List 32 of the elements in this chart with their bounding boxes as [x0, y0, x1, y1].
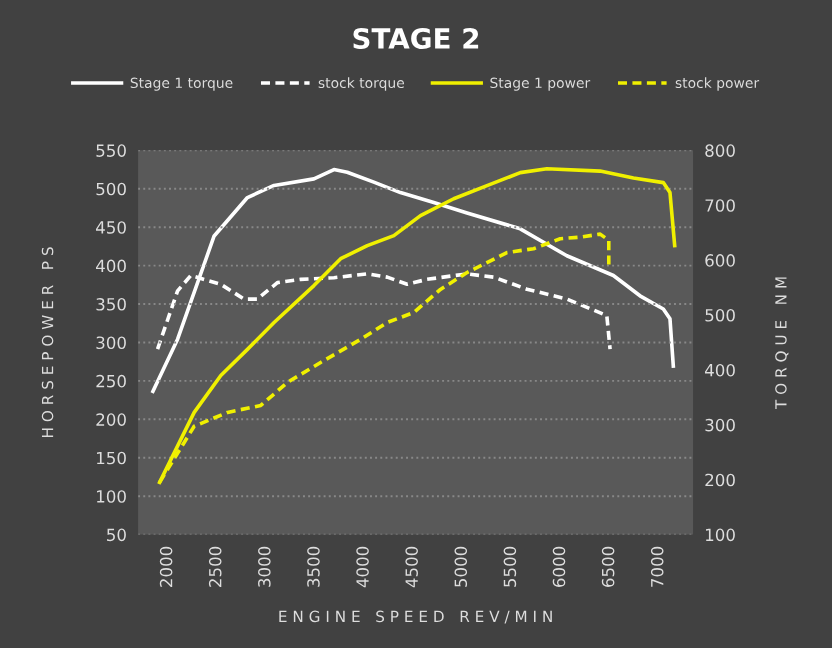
line-series: [151, 167, 676, 394]
y2-tick-label: 700: [705, 199, 735, 212]
y-tick-label: 100: [97, 490, 126, 503]
y-tick-label: 250: [96, 374, 126, 388]
y-tick-label: 150: [97, 451, 126, 465]
y-tick-label: 350: [96, 298, 126, 311]
y-tick-label: 450: [96, 221, 126, 234]
x-tick-label: 2000: [159, 546, 173, 587]
y2-tick-label: 600: [705, 254, 735, 267]
y2-tick-label: 800: [705, 144, 735, 157]
x-tick-label: 5000: [454, 546, 468, 587]
y-tick-label: 550: [96, 144, 126, 157]
x-tick-label: 3500: [307, 546, 320, 587]
x-tick-label: 5500: [503, 546, 517, 587]
y-tick-label: 400: [96, 259, 126, 273]
x-tick-label: 4500: [405, 546, 418, 588]
y-tick-label: 500: [96, 182, 126, 196]
y2-tick-label: 400: [704, 363, 735, 377]
y2-tick-label: 300: [705, 418, 735, 432]
x-tick-label: 6500: [601, 546, 615, 587]
y2-tick-label: 100: [706, 528, 735, 542]
x-tick-label: 6000: [552, 546, 566, 587]
x-tick-label: 3000: [258, 546, 271, 587]
x-tick-label: 7000: [650, 546, 664, 587]
y-tick-label: 50: [107, 528, 126, 542]
y-tick-label: 300: [96, 336, 126, 350]
x-tick-label: 4000: [356, 546, 369, 588]
y2-tick-label: 200: [705, 473, 735, 487]
x-tick-label: 2500: [208, 546, 222, 587]
chart-title: STAGE 2: [353, 27, 479, 49]
y2-tick-label: 500: [705, 308, 735, 322]
y-tick-label: 200: [96, 413, 126, 426]
